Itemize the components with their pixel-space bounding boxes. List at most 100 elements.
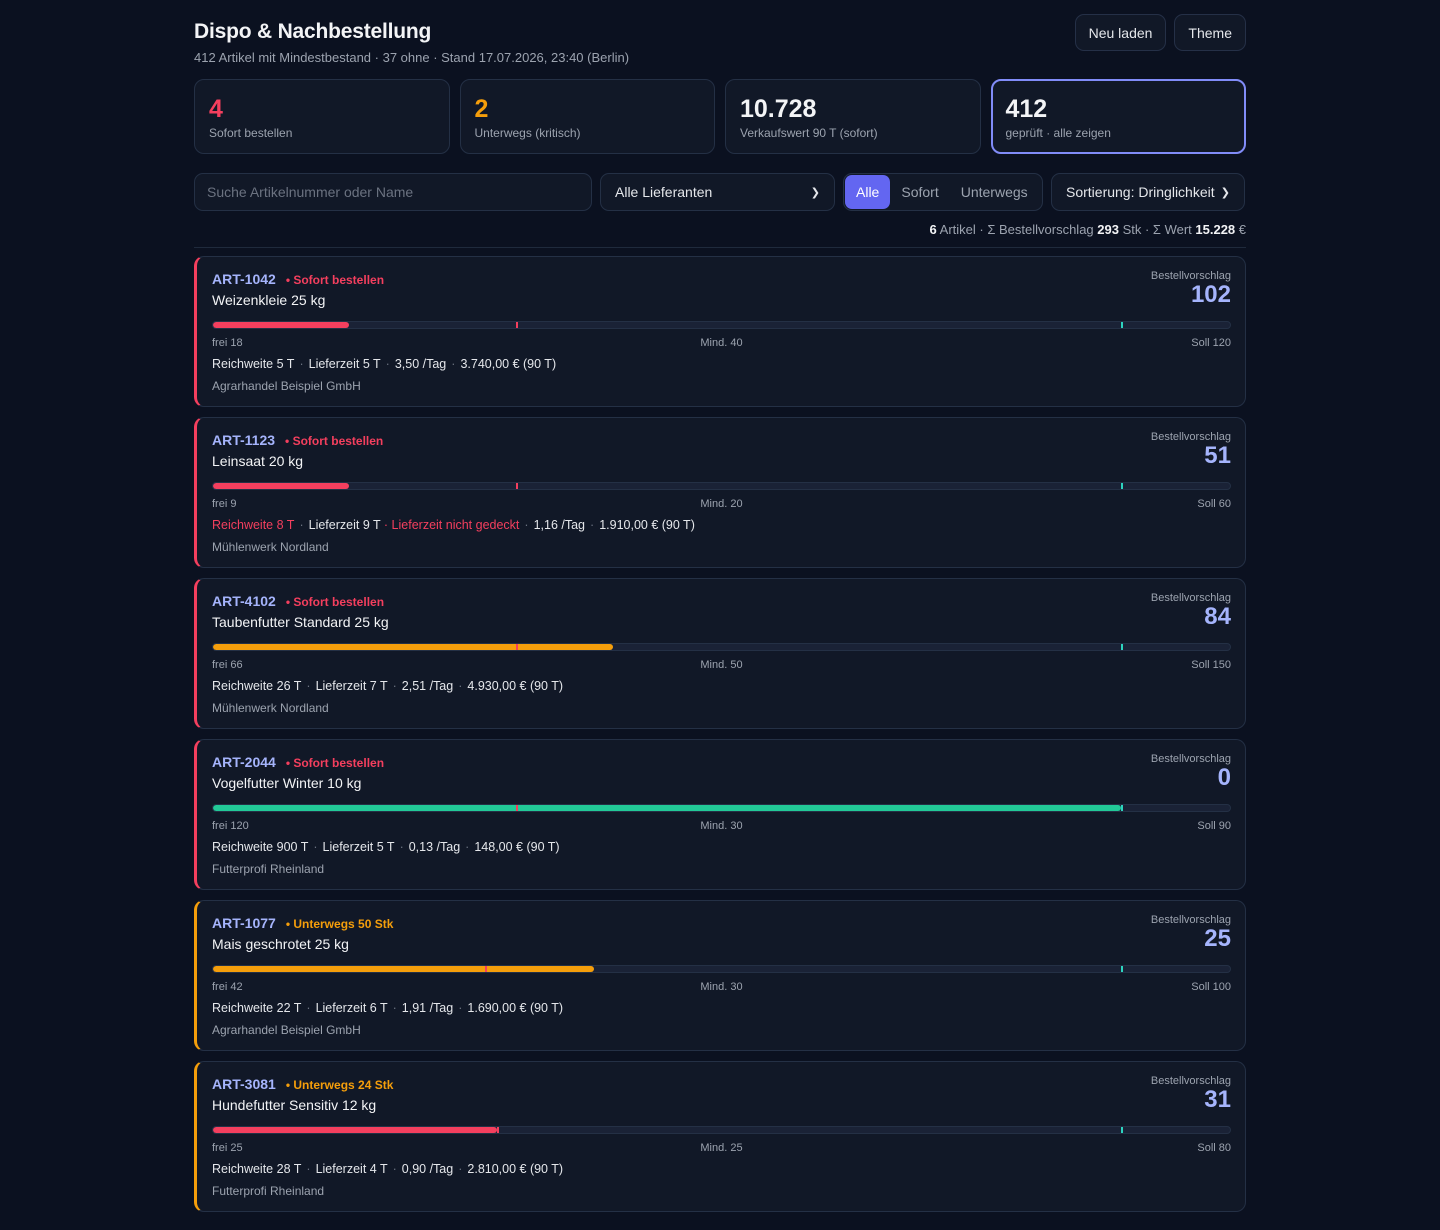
reach-value: Reichweite 5 T (212, 357, 295, 371)
kpi-row: 4 Sofort bestellen 2 Unterwegs (kritisch… (194, 79, 1246, 154)
supplier-name: Agrarhandel Beispiel GmbH (212, 379, 361, 393)
free-stock-label: frei 9 (212, 498, 237, 510)
summary-count: 6 (929, 222, 937, 237)
article-sku[interactable]: ART-2044 (212, 754, 276, 770)
article-head: ART-2044 • Sofort bestellen (212, 754, 384, 770)
theme-button[interactable]: Theme (1174, 14, 1246, 51)
free-stock-label: frei 25 (212, 1142, 243, 1154)
min-stock-marker (485, 966, 488, 972)
kpi-checked-all[interactable]: 412 geprüft · alle zeigen (990, 79, 1246, 154)
page-header: Dispo & Nachbestellung 412 Artikel mit M… (194, 0, 1246, 79)
min-stock-label: Mind. 20 (700, 498, 743, 510)
daily-usage-value: 0,90 /Tag (401, 1162, 454, 1176)
chevron-down-icon: ❯ (1220, 186, 1230, 199)
sales-value: 2.810,00 € (90 T) (467, 1162, 564, 1176)
lead-time-value: Lieferzeit 4 T (315, 1162, 388, 1176)
article-metrics: Reichweite 22 T · Lieferzeit 6 T · 1,91 /Tag… (212, 1001, 564, 1015)
app: Dispo & Nachbestellung 412 Artikel mit M… (194, 0, 1246, 1212)
free-stock-label: frei 66 (212, 659, 243, 671)
daily-usage-value: 1,16 /Tag (533, 518, 586, 532)
search-input[interactable] (194, 173, 592, 211)
article-name: Weizenkleie 25 kg (212, 292, 326, 308)
kpi-sales-value[interactable]: 10.728 Verkaufswert 90 T (sofort) (725, 79, 981, 154)
min-stock-label: Mind. 40 (700, 337, 743, 349)
target-stock-label: Soll 80 (1197, 1142, 1231, 1154)
article-head: ART-3081 • Unterwegs 24 Stk (212, 1076, 393, 1092)
daily-usage-value: 2,51 /Tag (401, 679, 454, 693)
supplier-name: Futterprofi Rheinland (212, 1184, 325, 1198)
article-card[interactable]: ART-1077 • Unterwegs 50 Stk Mais geschrote… (194, 900, 1246, 1051)
min-stock-label: Mind. 30 (700, 820, 743, 832)
target-stock-marker (1121, 966, 1124, 972)
sales-value: 1.690,00 € (90 T) (467, 1001, 564, 1015)
order-proposal: Bestellvorschlag 51 (1151, 431, 1231, 469)
article-card[interactable]: ART-4102 • Sofort bestellen Taubenfutter S… (194, 578, 1246, 729)
article-card[interactable]: ART-2044 • Sofort bestellen Vogelfutter Wi… (194, 739, 1246, 890)
order-proposal: Bestellvorschlag 102 (1151, 270, 1231, 308)
status-badge: • Sofort bestellen (285, 434, 384, 448)
stock-bar (212, 643, 1231, 651)
sales-value: 3.740,00 € (90 T) (460, 357, 557, 371)
order-proposal: Bestellvorschlag 25 (1151, 914, 1231, 952)
sales-value: 148,00 € (90 T) (474, 840, 560, 854)
lead-time-warning: Lieferzeit nicht gedeckt (391, 518, 520, 532)
stock-scale: frei 42 Mind. 30 Soll 100 (212, 981, 1231, 995)
supplier-name: Mühlenwerk Nordland (212, 540, 329, 554)
article-sku[interactable]: ART-1123 (212, 432, 276, 448)
reload-button[interactable]: Neu laden (1074, 14, 1167, 51)
article-card[interactable]: ART-1123 • Sofort bestellen Leinsaat 20 kg… (194, 417, 1246, 568)
status-badge: • Sofort bestellen (285, 756, 385, 770)
article-card[interactable]: ART-3081 • Unterwegs 24 Stk Hundefutter Se… (194, 1061, 1246, 1212)
order-proposal-label: Bestellvorschlag (1150, 914, 1231, 926)
min-stock-marker (515, 644, 518, 650)
summary-qty: 293 (1097, 222, 1119, 237)
target-stock-marker (1121, 483, 1124, 489)
status-badge: • Unterwegs 50 Stk (285, 917, 394, 931)
article-metrics: Reichweite 28 T · Lieferzeit 4 T · 0,90 /Tag… (212, 1162, 564, 1176)
page-title: Dispo & Nachbestellung (194, 20, 432, 43)
lead-time-value: Lieferzeit 5 T (322, 840, 395, 854)
order-proposal: Bestellvorschlag 0 (1151, 753, 1231, 791)
article-name: Taubenfutter Standard 25 kg (212, 614, 389, 630)
kpi-order-now[interactable]: 4 Sofort bestellen (194, 79, 450, 154)
filter-now-button[interactable]: Sofort (901, 184, 939, 200)
article-sku[interactable]: ART-4102 (212, 593, 276, 609)
lead-time-value: Lieferzeit 5 T (308, 357, 381, 371)
daily-usage-value: 0,13 /Tag (408, 840, 461, 854)
kpi-label: Sofort bestellen (209, 126, 293, 140)
supplier-select[interactable]: Alle Lieferanten ❯ (600, 173, 835, 211)
article-sku[interactable]: ART-1042 (212, 271, 276, 287)
target-stock-label: Soll 90 (1197, 820, 1231, 832)
sort-select[interactable]: Sortierung: Dringlichkeit ❯ (1051, 173, 1245, 211)
order-proposal-label: Bestellvorschlag (1150, 592, 1231, 604)
summary-value-suffix: € (1235, 222, 1246, 237)
free-stock-label: frei 120 (212, 820, 249, 832)
sales-value: 1.910,00 € (90 T) (599, 518, 695, 532)
stock-bar-fill (213, 322, 350, 328)
article-metrics: Reichweite 5 T · Lieferzeit 5 T · 3,50 /Tag ·… (212, 357, 557, 371)
filter-all-button[interactable]: Alle (845, 175, 891, 209)
order-proposal-value: 84 (1204, 603, 1231, 630)
reach-value: Reichweite 22 T (212, 1001, 302, 1015)
reach-value: Reichweite 8 T (212, 518, 295, 532)
article-sku[interactable]: ART-1077 (212, 915, 276, 931)
article-sku[interactable]: ART-3081 (212, 1076, 276, 1092)
stock-scale: frei 9 Mind. 20 Soll 60 (212, 498, 1231, 512)
free-stock-label: frei 42 (212, 981, 243, 993)
sales-value: 4.930,00 € (90 T) (467, 679, 564, 693)
filter-transit-button[interactable]: Unterwegs (960, 184, 1028, 200)
reach-value: Reichweite 900 T (212, 840, 309, 854)
reach-value: Reichweite 28 T (212, 1162, 302, 1176)
free-stock-label: frei 18 (212, 337, 243, 349)
daily-usage-value: 1,91 /Tag (401, 1001, 454, 1015)
status-badge: • Sofort bestellen (285, 273, 385, 287)
supplier-select-value: Alle Lieferanten (615, 184, 713, 200)
kpi-in-transit[interactable]: 2 Unterwegs (kritisch) (459, 79, 715, 154)
article-card[interactable]: ART-1042 • Sofort bestellen Weizenkleie 25… (194, 256, 1246, 407)
target-stock-label: Soll 120 (1191, 337, 1231, 349)
stock-bar (212, 321, 1231, 329)
lead-time-value: Lieferzeit 9 T (308, 518, 381, 532)
stock-bar-fill (213, 644, 613, 650)
result-summary: 6 Artikel · Σ Bestellvorschlag 293 Stk ·… (194, 222, 1246, 238)
article-metrics: Reichweite 26 T · Lieferzeit 7 T · 2,51 /Tag… (212, 679, 564, 693)
